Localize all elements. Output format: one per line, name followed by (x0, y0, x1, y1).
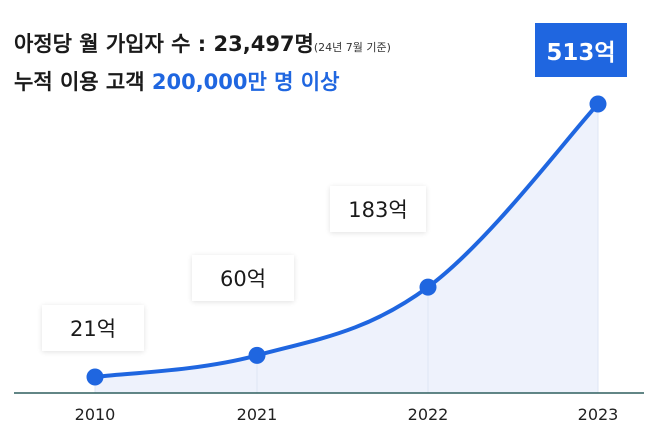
data-label-2023: 513억 (535, 23, 627, 77)
series-line (93, 102, 600, 379)
data-point-2021 (248, 346, 266, 364)
data-label-2021: 60억 (192, 255, 294, 301)
x-tick-2023: 2023 (577, 405, 619, 424)
cumulative-highlight: 200,000만 명 이상 (151, 70, 340, 94)
cumulative-headline: 누적 이용 고객 200,000만 명 이상 (14, 66, 339, 96)
data-point-2010 (86, 368, 104, 386)
area-fill (95, 104, 598, 393)
data-label-2022: 183억 (330, 186, 426, 232)
subscribers-note: (24년 7월 기준) (313, 41, 391, 54)
cumulative-text: 누적 이용 고객 (14, 70, 152, 94)
x-tick-2021: 2021 (236, 405, 278, 424)
data-point-2023 (589, 95, 607, 113)
x-tick-2022: 2022 (407, 405, 449, 424)
subscribers-headline: 아정당 월 가입자 수 : 23,497명(24년 7월 기준) (14, 28, 391, 58)
x-tick-2010: 2010 (74, 405, 116, 424)
data-label-2010: 21억 (42, 305, 144, 351)
subscribers-text: 아정당 월 가입자 수 : 23,497명 (14, 32, 314, 56)
data-point-2022 (419, 278, 437, 296)
